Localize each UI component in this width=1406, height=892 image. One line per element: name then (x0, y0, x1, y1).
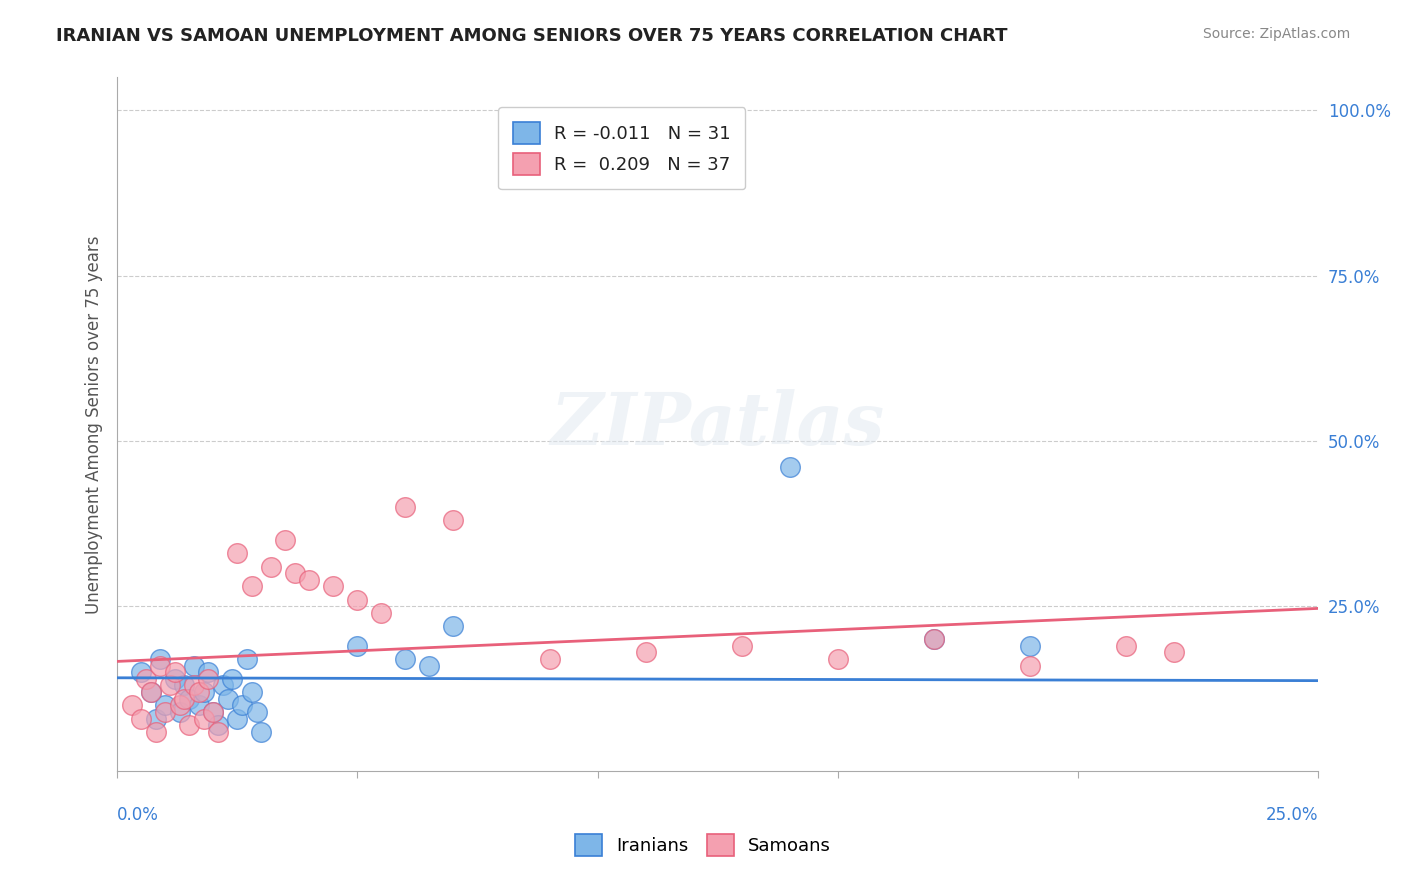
Point (139, 685, 162, 699)
Point (346, 639, 368, 653)
Point (163, 672, 186, 686)
Point (284, 566, 307, 581)
Point (202, 705, 225, 719)
Point (827, 652, 849, 666)
Point (634, 645, 657, 659)
Legend: Iranians, Samoans: Iranians, Samoans (565, 825, 841, 865)
Point (169, 705, 191, 719)
Text: ZIPatlas: ZIPatlas (551, 389, 884, 460)
Point (1163, 645, 1185, 659)
Point (173, 678, 195, 692)
Point (187, 685, 209, 699)
Point (145, 712, 167, 726)
Point (207, 718, 229, 732)
Point (129, 712, 152, 726)
Point (121, 698, 143, 713)
Point (922, 632, 945, 647)
Point (179, 718, 201, 732)
Point (274, 533, 297, 547)
Point (212, 678, 235, 692)
Point (779, 460, 801, 475)
Point (149, 652, 172, 666)
Text: Source: ZipAtlas.com: Source: ZipAtlas.com (1202, 27, 1350, 41)
Point (183, 658, 205, 673)
Point (298, 573, 321, 587)
Point (418, 658, 440, 673)
Point (197, 665, 219, 680)
Text: 25.0%: 25.0% (1265, 806, 1319, 824)
Point (207, 724, 229, 739)
Point (173, 691, 195, 706)
Point (538, 652, 561, 666)
Point (179, 691, 201, 706)
Point (155, 705, 177, 719)
Point (922, 632, 945, 647)
Point (1115, 639, 1137, 653)
Point (346, 592, 368, 607)
Point (370, 606, 392, 620)
Text: 0.0%: 0.0% (117, 806, 159, 824)
Point (169, 698, 191, 713)
Point (394, 500, 416, 514)
Point (159, 678, 181, 692)
Point (240, 685, 263, 699)
Point (221, 672, 243, 686)
Point (183, 678, 205, 692)
Point (322, 579, 344, 593)
Point (202, 705, 225, 719)
Point (250, 724, 273, 739)
Point (135, 672, 157, 686)
Point (226, 546, 249, 560)
Point (155, 698, 177, 713)
Point (129, 665, 152, 680)
Text: IRANIAN VS SAMOAN UNEMPLOYMENT AMONG SENIORS OVER 75 YEARS CORRELATION CHART: IRANIAN VS SAMOAN UNEMPLOYMENT AMONG SEN… (56, 27, 1008, 45)
Point (1019, 639, 1042, 653)
Point (149, 658, 172, 673)
Point (240, 579, 263, 593)
Point (1019, 658, 1042, 673)
Point (394, 652, 416, 666)
Point (193, 712, 215, 726)
Point (231, 698, 253, 713)
Point (245, 705, 267, 719)
Point (193, 685, 215, 699)
Point (260, 559, 283, 574)
Point (217, 691, 239, 706)
Point (731, 639, 754, 653)
Point (145, 724, 167, 739)
Point (163, 665, 186, 680)
Point (187, 698, 209, 713)
Point (226, 712, 249, 726)
Point (443, 619, 465, 633)
Point (236, 652, 259, 666)
Point (443, 513, 465, 527)
Y-axis label: Unemployment Among Seniors over 75 years: Unemployment Among Seniors over 75 years (86, 235, 103, 614)
Point (139, 685, 162, 699)
Point (197, 672, 219, 686)
Legend: R = -0.011   N = 31, R =  0.209   N = 37: R = -0.011 N = 31, R = 0.209 N = 37 (498, 107, 745, 189)
